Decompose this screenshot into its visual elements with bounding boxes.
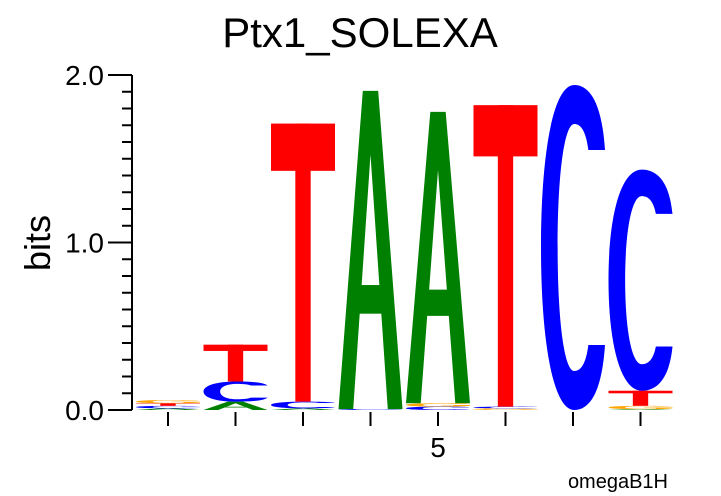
y-tick-label: 2.0 <box>65 60 104 91</box>
letter-T-pos-6 <box>473 105 538 407</box>
y-tick-label: 0.0 <box>65 395 104 426</box>
letter-T-pos-3 <box>271 123 335 402</box>
x-axis: 5 <box>167 412 642 463</box>
letter-G-pos-5 <box>406 403 470 407</box>
letter-C-pos-6 <box>473 406 538 409</box>
letter-C-pos-5 <box>406 406 470 410</box>
letter-A-pos-2 <box>203 401 268 410</box>
letter-A-pos-1 <box>136 408 200 410</box>
letter-T-pos-8 <box>608 390 673 406</box>
letter-A-pos-8 <box>608 409 673 410</box>
letter-C-pos-8 <box>608 169 673 391</box>
letter-G-pos-8 <box>608 405 673 410</box>
credit-label: omegaB1H <box>568 471 668 493</box>
letter-A-pos-5 <box>406 111 470 404</box>
letter-stacks <box>136 85 673 411</box>
y-axis: 0.0 1.0 2.0 <box>65 60 133 426</box>
letter-C-pos-1 <box>136 405 200 409</box>
letter-A-pos-4 <box>338 90 403 410</box>
y-axis-label: bits <box>17 215 58 271</box>
letter-C-pos-4 <box>338 409 403 410</box>
y-tick-label: 1.0 <box>65 228 104 259</box>
letter-C-pos-3 <box>271 401 335 409</box>
letter-G-pos-1 <box>136 399 200 404</box>
letter-T-pos-1 <box>136 403 200 406</box>
x-tick-label: 5 <box>430 432 446 463</box>
letter-G-pos-6 <box>473 408 538 410</box>
chart-title: Ptx1_SOLEXA <box>222 9 497 56</box>
letter-C-pos-2 <box>203 381 268 402</box>
letter-A-pos-3 <box>271 408 335 410</box>
letter-C-pos-7 <box>541 85 605 411</box>
letter-T-pos-2 <box>203 344 268 382</box>
